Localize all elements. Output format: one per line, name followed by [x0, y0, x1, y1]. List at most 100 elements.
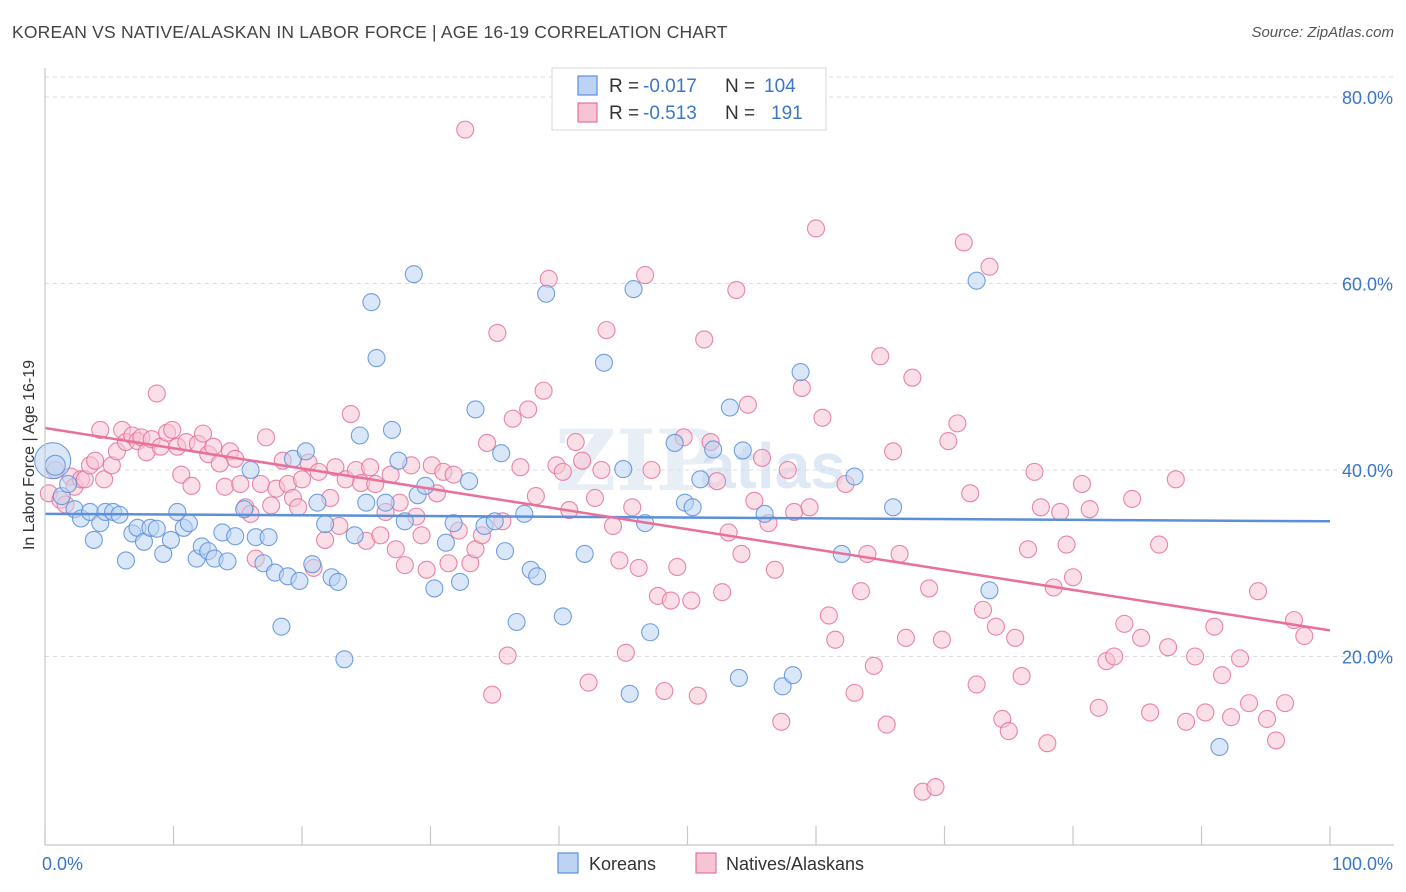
native-point-173: [1063, 568, 1083, 587]
y-tick-label-1: 40.0%: [1342, 461, 1393, 481]
native-point-49: [292, 470, 312, 489]
native-point-148: [896, 628, 916, 647]
native-point-117: [688, 686, 707, 705]
chart-source: Source: ZipAtlas.com: [1251, 24, 1394, 41]
korean-point-51: [367, 349, 386, 368]
korean-point-50: [362, 293, 381, 312]
native-point-26: [172, 465, 191, 484]
native-point-145: [877, 715, 896, 734]
native-point-84: [477, 433, 497, 453]
korean-point-87: [720, 398, 739, 417]
korean-point-39: [290, 571, 309, 591]
native-point-185: [1166, 470, 1185, 489]
native-point-178: [1105, 647, 1124, 666]
native-point-21: [147, 384, 166, 403]
native-point-69: [395, 556, 414, 575]
korean-point-88: [729, 668, 748, 687]
korean-point-68: [495, 542, 515, 561]
korean-point-81: [641, 623, 660, 642]
native-point-42: [256, 428, 276, 447]
korean-point-40: [296, 442, 315, 461]
legend-n-value-1: 104: [764, 76, 796, 97]
korean-point-98: [980, 581, 999, 600]
native-point-135: [806, 219, 826, 238]
korean-point-69: [507, 612, 526, 632]
korean-point-76: [594, 353, 614, 372]
native-point-73: [417, 560, 436, 579]
native-point-30: [194, 424, 213, 443]
native-point-126: [745, 491, 764, 510]
native-point-80: [456, 120, 475, 139]
native-point-105: [610, 551, 629, 570]
native-point-24: [163, 420, 182, 439]
native-point-191: [1222, 708, 1241, 727]
y-tick-labels: 20.0% 40.0% 60.0% 80.0%: [1342, 88, 1393, 668]
native-point-149: [903, 368, 922, 387]
korean-point-73: [537, 284, 556, 303]
korean-point-72: [528, 567, 547, 586]
native-point-176: [1089, 698, 1108, 717]
native-point-153: [932, 630, 951, 649]
native-point-9: [86, 451, 105, 470]
native-point-98: [566, 432, 585, 452]
watermark-atlas: atlas: [700, 430, 846, 502]
native-point-62: [361, 458, 380, 477]
native-point-125: [738, 395, 757, 414]
korean-point-54: [389, 451, 408, 470]
native-point-11: [95, 470, 114, 489]
legend-r-value-1: -0.017: [643, 76, 697, 97]
native-point-43: [262, 496, 281, 515]
native-point-124: [732, 544, 751, 563]
native-point-157: [961, 484, 980, 503]
native-point-96: [553, 462, 572, 481]
native-point-141: [851, 582, 871, 601]
native-point-77: [439, 554, 458, 573]
korean-point-34: [259, 528, 278, 547]
native-point-34: [215, 477, 234, 496]
native-point-179: [1115, 614, 1134, 633]
korean-point-91: [773, 677, 792, 696]
legend-n-value-2: 191: [771, 103, 803, 124]
native-point-156: [954, 233, 973, 252]
native-point-174: [1072, 474, 1092, 494]
chart-title: KOREAN VS NATIVE/ALASKAN IN LABOR FORCE …: [12, 22, 728, 42]
native-point-155: [948, 414, 967, 433]
native-point-161: [986, 617, 1005, 636]
korean-point-43: [316, 515, 335, 534]
native-point-188: [1196, 703, 1215, 722]
korean-point-49: [357, 493, 376, 512]
korean-point-3: [59, 474, 78, 494]
native-point-165: [1012, 667, 1031, 686]
korean-point-45: [328, 572, 348, 591]
native-point-91: [519, 400, 538, 419]
native-point-175: [1080, 500, 1099, 519]
korean-point-85: [691, 470, 710, 489]
x-tick-labels: 0.0% 100.0%: [42, 854, 1393, 874]
gridlines: [45, 76, 1394, 657]
native-point-85: [483, 685, 502, 704]
native-point-101: [585, 488, 605, 508]
korean-point-63: [459, 472, 479, 491]
legend-pink-swatch: [577, 102, 598, 123]
native-point-184: [1159, 638, 1178, 657]
native-point-197: [1275, 694, 1295, 713]
korean-point-7: [84, 530, 103, 549]
native-point-86: [488, 323, 507, 342]
native-point-190: [1213, 666, 1232, 685]
korean-point-67: [492, 444, 511, 463]
native-point-78: [444, 465, 463, 484]
native-point-113: [661, 591, 680, 610]
native-point-121: [713, 583, 732, 602]
korean-point-53: [382, 420, 402, 439]
native-point-137: [819, 606, 838, 625]
korean-point-78: [620, 684, 639, 703]
korean-point-17: [147, 519, 166, 538]
native-point-166: [1018, 540, 1038, 559]
native-point-90: [511, 458, 530, 477]
korean-point-77: [614, 460, 633, 479]
koreans-points: [34, 265, 1229, 757]
x-tick-label-1: 100.0%: [1332, 854, 1393, 874]
korean-point-93: [791, 363, 810, 382]
native-point-192: [1231, 649, 1250, 668]
